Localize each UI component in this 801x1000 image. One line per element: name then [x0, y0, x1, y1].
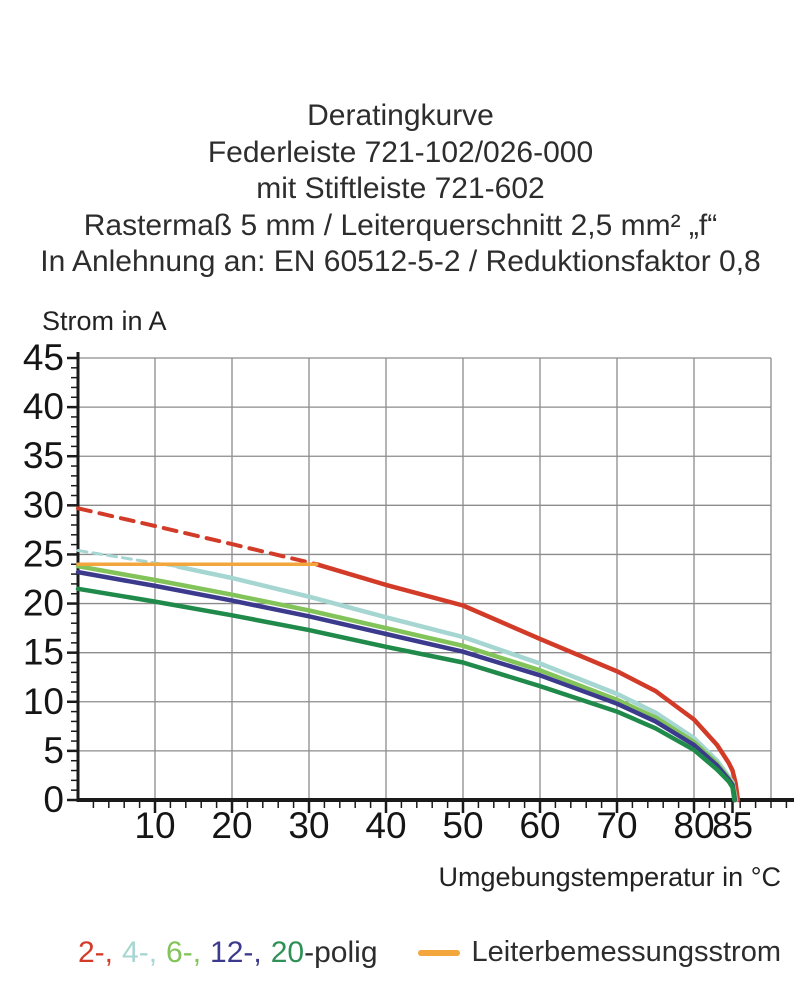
- legend-pole-6-polig: 6-,: [166, 936, 202, 969]
- y-axis-title: Strom in A: [42, 306, 167, 336]
- x-tick-label: 20: [211, 805, 252, 846]
- axes: [76, 352, 794, 802]
- y-tick-label: 5: [43, 730, 64, 771]
- x-tick-label: 50: [442, 805, 483, 846]
- gridlines: [78, 357, 772, 800]
- y-tick-label: 45: [23, 337, 64, 378]
- title-line-5: In Anlehnung an: EN 60512-5-2 / Reduktio…: [40, 245, 761, 278]
- curve-20-polig: [75, 586, 737, 803]
- chart-title-block: Deratingkurve Federleiste 721-102/026-00…: [0, 98, 801, 281]
- rated-current-label: Leiterbemessungsstrom: [471, 936, 781, 968]
- curve-2-polig: [314, 562, 741, 803]
- legend-poles: 2-, 4-, 6-, 12-, 20-polig: [78, 936, 378, 970]
- y-tick-label: 15: [23, 632, 64, 673]
- y-axis-ticks: 0 5 10 15 20 25 30 35 40 45: [23, 337, 77, 820]
- x-tick-label: 10: [134, 805, 175, 846]
- legend-pole-suffix: -polig: [304, 936, 378, 969]
- series: [75, 506, 741, 803]
- curve-2-polig-oberhalb-bemessungsstrom: [76, 506, 319, 567]
- rated-current-swatch: [417, 949, 460, 956]
- title-line-1: Deratingkurve: [307, 99, 494, 132]
- legend-pole-items: 2-, 4-, 6-, 12-, 20: [78, 936, 304, 969]
- y-tick-label: 0: [43, 779, 64, 820]
- y-tick-label: 20: [23, 583, 64, 624]
- legend-rated: Leiterbemessungsstrom: [417, 936, 781, 969]
- title-line-4: Rastermaß 5 mm / Leiterquerschnitt 2,5 m…: [83, 208, 718, 242]
- x-tick-label: 40: [365, 805, 406, 846]
- x-tick-label: 30: [288, 805, 329, 846]
- legend-pole-2-polig: 2-,: [78, 936, 114, 969]
- y-tick-label: 30: [23, 484, 64, 525]
- x-tick-label: 80: [673, 805, 714, 846]
- y-tick-label: 25: [23, 533, 64, 574]
- title-line-2: Federleiste 721-102/026-000: [207, 135, 594, 169]
- x-tick-label: 60: [519, 805, 560, 846]
- y-tick-label: 10: [23, 681, 64, 722]
- legend-pole-20-polig: 20: [270, 936, 305, 969]
- y-tick-label: 35: [23, 435, 64, 476]
- y-tick-label: 40: [23, 386, 64, 427]
- x-tick-label: 85: [712, 805, 753, 846]
- x-axis-title: Umgebungstemperatur in °C: [438, 862, 781, 892]
- legend-pole-4-polig: 4-,: [122, 936, 158, 969]
- legend-pole-12-polig: 12-,: [210, 936, 262, 969]
- title-line-3: mit Stiftleiste 721-602: [256, 172, 545, 205]
- x-tick-label: 70: [596, 805, 637, 846]
